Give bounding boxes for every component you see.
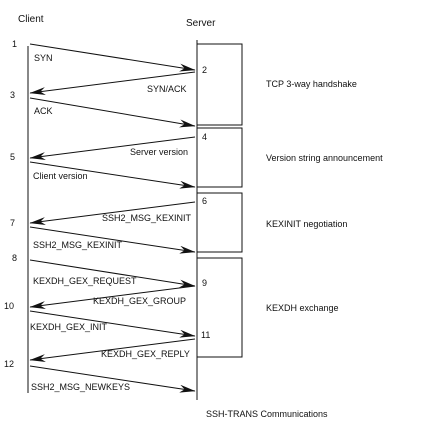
message-label-syn: SYN [34,53,53,63]
message-arrow-syn [29,43,196,72]
step-number: 1 [12,39,17,49]
message-label-server-kexinit: SSH2_MSG_KEXINIT [102,213,192,223]
phase-label-version: Version string announcement [266,153,383,163]
phase-bracket-kexdh [197,257,243,358]
phase-label-tcp: TCP 3-way handshake [266,79,357,89]
phase-label-kexdh: KEXDH exchange [266,303,339,313]
message-label-gex-reply: KEXDH_GEX_REPLY [101,349,190,359]
phase-bracket-kexinit [197,192,243,253]
message-label-server-version: Server version [130,147,188,157]
phase-bracket-tcp [197,43,243,126]
message-arrow-gex-request [29,259,196,288]
step-number: 4 [202,132,207,142]
message-arrow-client-kexinit [29,226,196,254]
step-number: 12 [4,359,14,369]
step-number: 8 [12,253,17,263]
message-arrow-client-version [29,161,196,189]
step-number: 9 [202,278,207,288]
step-number: 5 [10,152,15,162]
message-label-client-version: Client version [33,171,88,181]
message-arrow-gex-init [29,310,196,338]
message-label-ack: ACK [34,106,53,116]
step-number: 7 [10,218,15,228]
step-number: 2 [202,65,207,75]
step-number: 3 [10,90,15,100]
phase-label-kexinit: KEXINIT negotiation [266,219,347,229]
server-header: Server [186,18,216,29]
message-arrow-server-kexinit [29,201,196,226]
message-arrow-syn-ack [29,71,196,96]
phase-bracket-version [197,127,243,188]
step-number: 11 [201,330,210,340]
message-arrow-ack [29,97,196,128]
message-arrow-newkeys [29,365,196,393]
message-label-gex-group: KEXDH_GEX_GROUP [93,296,186,306]
message-label-gex-init: KEXDH_GEX_INIT [30,322,108,332]
message-label-client-kexinit: SSH2_MSG_KEXINIT [33,240,123,250]
client-header: Client [18,14,44,25]
diagram-caption: SSH-TRANS Communications [206,409,328,419]
message-arrow-gex-reply [29,338,196,363]
message-label-gex-request: KEXDH_GEX_REQUEST [33,276,137,286]
message-arrow-gex-group [29,285,196,310]
message-label-syn-ack: SYN/ACK [147,84,187,94]
step-number: 6 [202,196,207,206]
message-label-newkeys: SSH2_MSG_NEWKEYS [31,382,130,392]
message-arrow-server-version [29,136,196,161]
step-number: 10 [4,301,14,311]
